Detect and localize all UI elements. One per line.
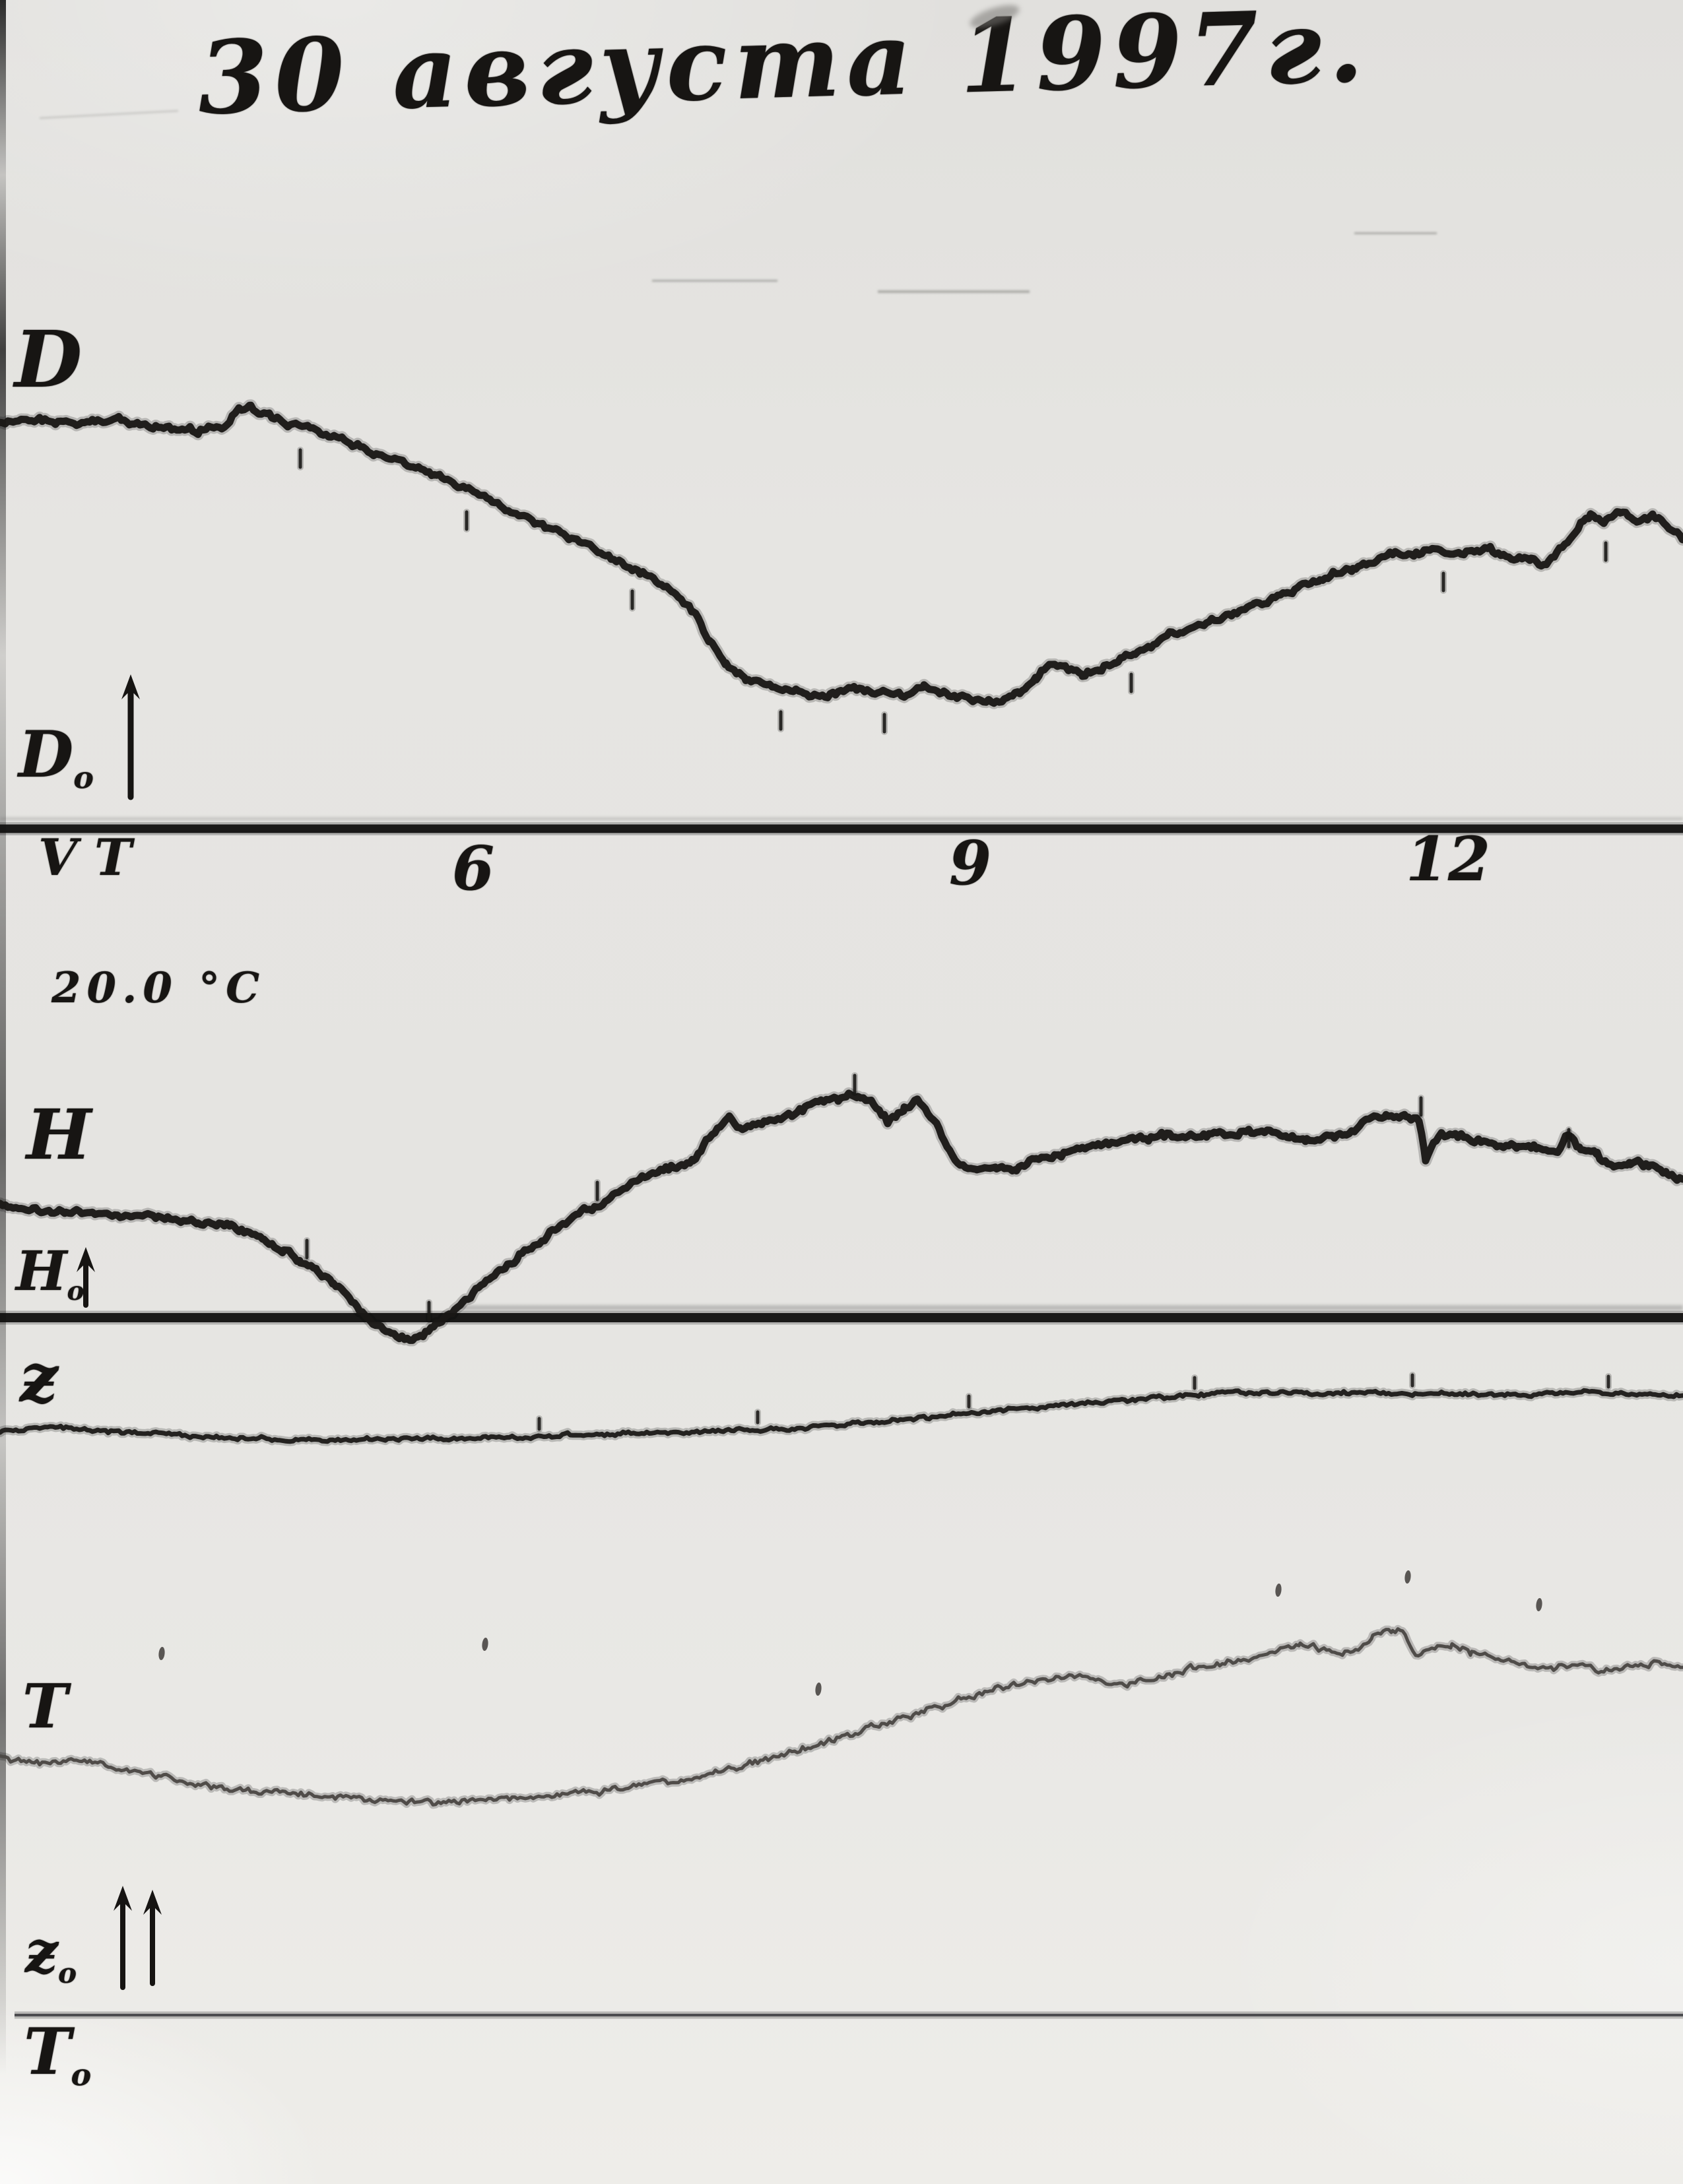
baseline-echo-band-top [0, 818, 1683, 820]
trace-t [0, 1627, 1683, 1807]
paper-scratch [1354, 232, 1437, 234]
baseline-label-h0-subscript: o [67, 1275, 84, 1306]
baseline-label-z0-subscript: o [57, 1956, 77, 1990]
baseline-echo-band-middle [462, 1305, 1683, 1310]
trace-z [0, 1388, 1683, 1444]
trace-label-d: D [15, 313, 82, 405]
trace-label-t: T [22, 1671, 68, 1742]
z0-arrow-1-head [114, 1886, 132, 1911]
paper-scratch [652, 280, 777, 282]
baseline-label-t0-subscript: o [71, 2057, 92, 2093]
trace-h-halo [0, 1087, 1683, 1347]
baseline-label-d0: Do [18, 723, 94, 793]
baseline-label-z0: ƶo [25, 1923, 77, 1987]
baseline-label-d0-main: D [18, 717, 74, 792]
baseline-label-h0: Ho [16, 1244, 84, 1304]
baseline-label-t0-main: T [24, 2014, 71, 2089]
trace-label-z: ƶ [20, 1339, 58, 1418]
temperature-annotation: 20.0 °C [51, 963, 266, 1013]
trace-d-halo [0, 399, 1683, 709]
d0-arrow-head [121, 674, 140, 699]
paper-scratch [878, 290, 1030, 293]
baseline-label-d0-subscript: o [73, 759, 94, 796]
trace-t-halo [0, 1624, 1683, 1809]
timing-dot-t [158, 1647, 165, 1660]
scanner-edge-shadow [0, 0, 6, 2184]
time-axis-label-ut: VT [38, 828, 149, 887]
timing-dot-t [482, 1638, 488, 1651]
timing-dot-t [815, 1683, 822, 1696]
hour-tick-label-6: 6 [452, 833, 495, 904]
trace-h [0, 1089, 1683, 1344]
timing-dot-t [1275, 1584, 1282, 1597]
timing-dot-t [1404, 1570, 1411, 1584]
trace-label-h: H [26, 1094, 92, 1175]
timing-dot-t [1536, 1598, 1542, 1611]
hour-tick-label-12: 12 [1406, 823, 1491, 895]
trace-z-halo [0, 1386, 1683, 1446]
z0-arrow-2-head [143, 1890, 162, 1915]
page-title: 30 августа 1997г. [196, 0, 1371, 137]
baseline-label-z0-main: ƶ [25, 1917, 58, 1986]
hour-tick-label-9: 9 [949, 827, 992, 899]
baseline-label-h0-main: H [16, 1240, 67, 1303]
trace-d [0, 401, 1683, 707]
h0-arrow-head [77, 1247, 95, 1272]
baseline-label-t0: To [24, 2020, 91, 2090]
